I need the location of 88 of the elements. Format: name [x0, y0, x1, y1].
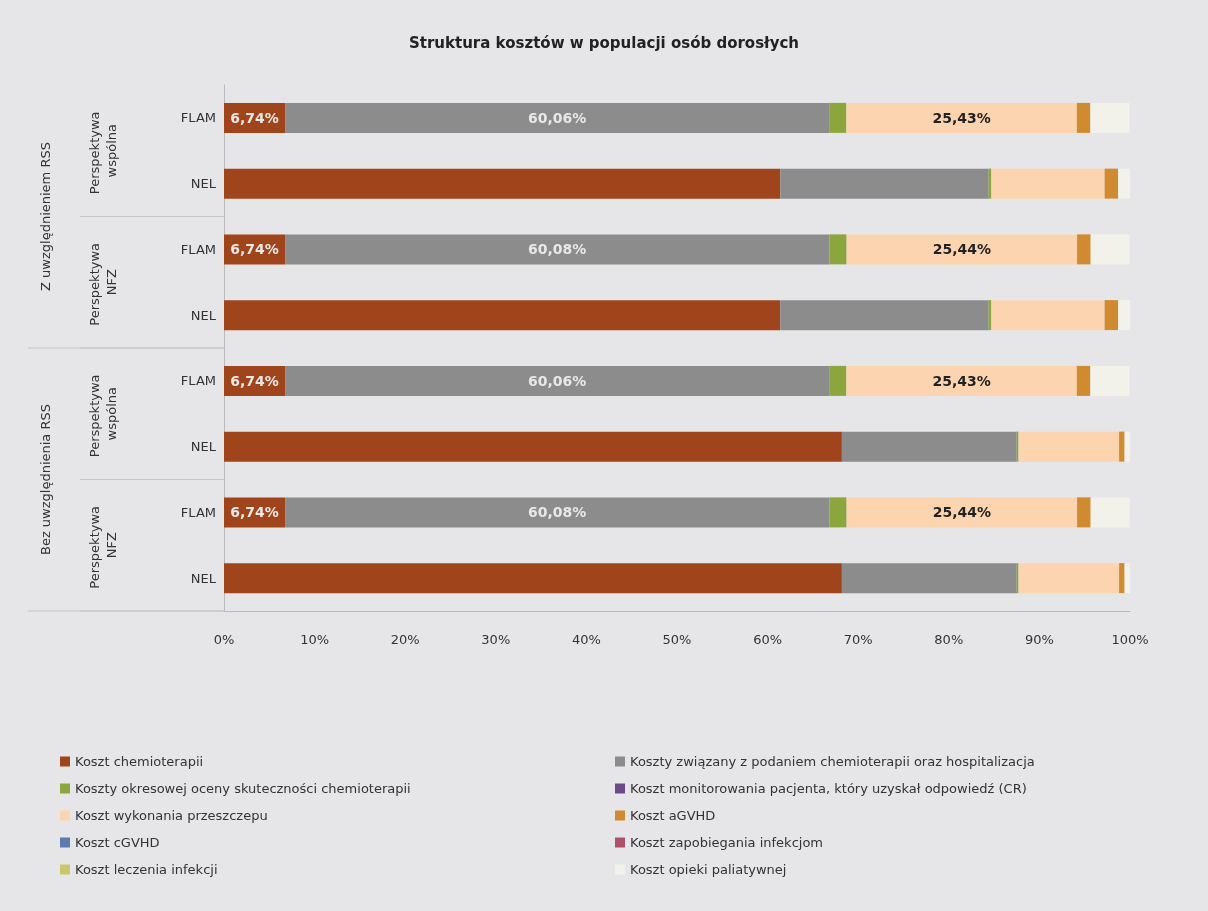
x-tick-label: 80%	[934, 632, 964, 647]
bar	[780, 300, 989, 331]
text: Perspektywa NFZ	[87, 238, 119, 326]
data-label: 60,08%	[528, 241, 587, 258]
y-tick-label: FLAM	[180, 110, 216, 126]
bar	[224, 431, 842, 462]
bar	[829, 234, 847, 265]
x-tick-label: 30%	[481, 632, 511, 647]
x-tick-label: 90%	[1024, 632, 1054, 647]
bar	[285, 102, 830, 133]
legend-label: Koszt monitorowania pacjenta, który uzyskał odpowiedź (CR)	[630, 781, 1027, 796]
bar	[991, 300, 1105, 331]
bar	[1076, 365, 1091, 396]
bar	[846, 497, 1078, 528]
legend-label: Koszt cGVHD	[75, 835, 160, 850]
text: Perspektywa wspólna	[87, 370, 119, 458]
data-label: 60,08%	[528, 504, 587, 521]
bar	[1018, 431, 1120, 462]
bar	[1104, 168, 1119, 199]
legend-label: Koszt opieki paliatywnej	[630, 862, 787, 877]
legend-label: Koszty związany z podaniem chemioterapii oraz hospitalizacja	[630, 754, 1035, 769]
bar	[846, 102, 1077, 133]
data-label: 6,74%	[230, 109, 279, 126]
y-tick-label: FLAM	[180, 504, 216, 520]
x-tick-label: 10%	[300, 632, 330, 647]
x-tick-label: 60%	[753, 632, 783, 647]
y-tick-label: NEL	[190, 176, 217, 192]
chart-title: Struktura kosztów w populacji osób dorosłych	[409, 33, 799, 52]
y-tick-label: FLAM	[180, 373, 216, 389]
bar	[285, 497, 830, 528]
bar	[846, 365, 1077, 396]
bar	[285, 234, 830, 265]
x-tick-label: 20%	[390, 632, 420, 647]
data-label: 6,74%	[230, 372, 279, 389]
bar	[1076, 102, 1091, 133]
bar	[829, 497, 847, 528]
data-label: 60,06%	[527, 372, 587, 389]
bar	[1104, 300, 1119, 331]
x-tick-label: 100%	[1111, 632, 1149, 647]
y-tick-label: FLAM	[180, 241, 216, 257]
bar	[1119, 563, 1125, 594]
bar	[991, 168, 1105, 199]
bar	[1118, 168, 1130, 199]
bar	[1118, 300, 1130, 331]
data-label: 25,43%	[932, 109, 991, 126]
bar	[285, 365, 830, 396]
data-label: 25,44%	[932, 241, 991, 258]
data-label: 25,43%	[932, 372, 991, 389]
bar	[780, 168, 989, 199]
legend-label: Koszt aGVHD	[630, 808, 716, 823]
bar	[841, 431, 1017, 462]
bar	[1077, 234, 1091, 265]
y-tick-label: NEL	[190, 570, 217, 586]
text: Z uwzględnieniem RSS	[37, 142, 53, 291]
text: Bez uwzględnienia RSS	[37, 403, 53, 556]
y-tick-label: NEL	[190, 307, 217, 323]
legend-label: Koszt leczenia infekcji	[75, 862, 218, 877]
legend-label: Koszt chemioterapii	[75, 754, 204, 769]
x-tick-label: 0%	[213, 632, 235, 647]
bar	[841, 563, 1017, 594]
bar	[1077, 497, 1091, 528]
legend-label: Koszt wykonania przeszczepu	[75, 808, 268, 823]
legend-label: Koszt zapobiegania infekcjom	[630, 835, 824, 850]
text: Perspektywa wspólna	[87, 107, 119, 195]
bar	[1119, 431, 1125, 462]
bar	[1124, 431, 1130, 462]
legend-label: Koszty okresowej oceny skuteczności chemioterapii	[75, 781, 411, 796]
x-tick-label: 70%	[843, 632, 873, 647]
bar	[846, 234, 1078, 265]
text: Perspektywa NFZ	[87, 501, 119, 589]
bar	[829, 365, 847, 396]
x-tick-label: 40%	[571, 632, 601, 647]
bar	[224, 563, 842, 594]
bar	[1090, 497, 1130, 528]
bar	[1090, 365, 1130, 396]
y-tick-label: NEL	[190, 439, 217, 455]
bar	[1018, 563, 1120, 594]
data-label: 60,06%	[527, 109, 587, 126]
bar	[829, 102, 847, 133]
bar	[224, 300, 781, 331]
data-label: 6,74%	[230, 504, 279, 521]
bar	[1090, 102, 1130, 133]
data-label: 25,44%	[932, 504, 991, 521]
bar	[1090, 234, 1130, 265]
bar	[1124, 563, 1130, 594]
data-label: 6,74%	[230, 241, 279, 258]
x-tick-label: 50%	[662, 632, 692, 647]
bar	[224, 168, 781, 199]
